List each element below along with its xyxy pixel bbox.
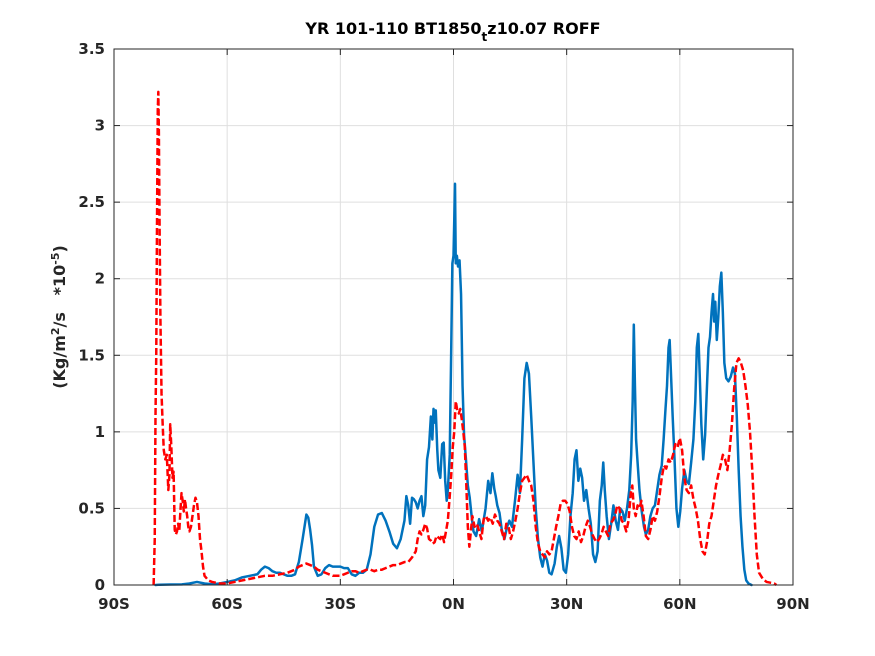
tick-labels: 90S 60S 30S 0N 30N 60N 90N 0 0.5 1 1.5 2 2.5 3 3.5 [78,40,809,613]
grid [114,49,793,585]
title-rest: z10.07 ROFF [487,19,600,38]
ylabel-prefix: (Kg/m [50,335,69,389]
y-tick-label: 2 [95,270,105,288]
y-tick-label: 2.5 [78,193,105,211]
x-tick-label: 90N [776,595,809,613]
x-tick-label: 60N [663,595,696,613]
chart-title: YR 101-110 BT1850tz10.07 ROFF [304,19,600,44]
x-tick-label: 0N [442,595,465,613]
y-axis-label: (Kg/m2/s *10-5) [49,245,69,389]
x-tick-label: 60S [211,595,243,613]
title-main: YR 101-110 BT1850 [304,19,481,38]
y-tick-label: 0.5 [78,499,105,517]
title-subscript: t [482,30,488,44]
x-tick-label: 30S [324,595,356,613]
series-line-2 [152,90,778,587]
y-tick-label: 1 [95,423,105,441]
ylabel-sup1: 2 [49,327,62,335]
y-tick-label: 0 [95,576,105,594]
y-tick-label: 3.5 [78,40,105,58]
ylabel-sup2: -5 [49,253,62,265]
tick-marks [113,48,794,586]
x-tick-label: 30N [550,595,583,613]
series-layer [152,90,778,587]
ylabel-suffix: ) [50,245,69,252]
ylabel-middle: /s *10 [50,265,69,328]
y-tick-label: 1.5 [78,346,105,364]
y-tick-label: 3 [95,117,105,135]
series-line-1 [154,182,753,587]
x-tick-label: 90S [98,595,130,613]
